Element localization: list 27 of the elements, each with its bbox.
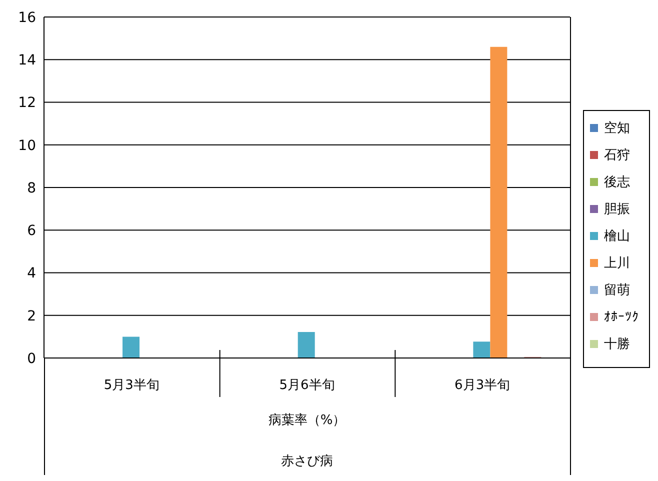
bar: [490, 46, 508, 358]
y-tick-label: 0: [27, 350, 36, 367]
legend-label: 胆振: [604, 202, 630, 217]
legend-label: 留萌: [604, 283, 630, 298]
legend-label: 石狩: [604, 148, 630, 163]
legend-label: 後志: [604, 175, 630, 190]
y-tick-label: 10: [18, 138, 36, 154]
x-tick-label: 5月6半旬: [279, 378, 335, 394]
legend-label: ｵﾎｰﾂｸ: [604, 310, 639, 325]
y-tick-label: 4: [27, 266, 36, 282]
bar: [298, 332, 315, 358]
bar: [473, 342, 490, 358]
y-tick-label: 8: [27, 180, 36, 196]
legend-label: 十勝: [604, 337, 630, 352]
y-tick-label: 14: [18, 52, 36, 69]
y-tick-label: 2: [27, 308, 36, 324]
legend-label: 空知: [604, 121, 630, 136]
y-tick-label: 6: [27, 223, 36, 240]
y-tick-label: 12: [18, 95, 36, 112]
x-tick-label: 6月3半旬: [454, 378, 510, 394]
y-tick-label: 16: [18, 10, 36, 26]
x-tick-label: 5月3半旬: [104, 378, 160, 394]
bar: [122, 336, 140, 358]
x-axis-title: 病葉率（%）: [267, 412, 347, 429]
legend-label: 上川: [604, 256, 630, 271]
legend-label: 檜山: [604, 229, 630, 244]
text: 赤さび病: [280, 453, 334, 470]
